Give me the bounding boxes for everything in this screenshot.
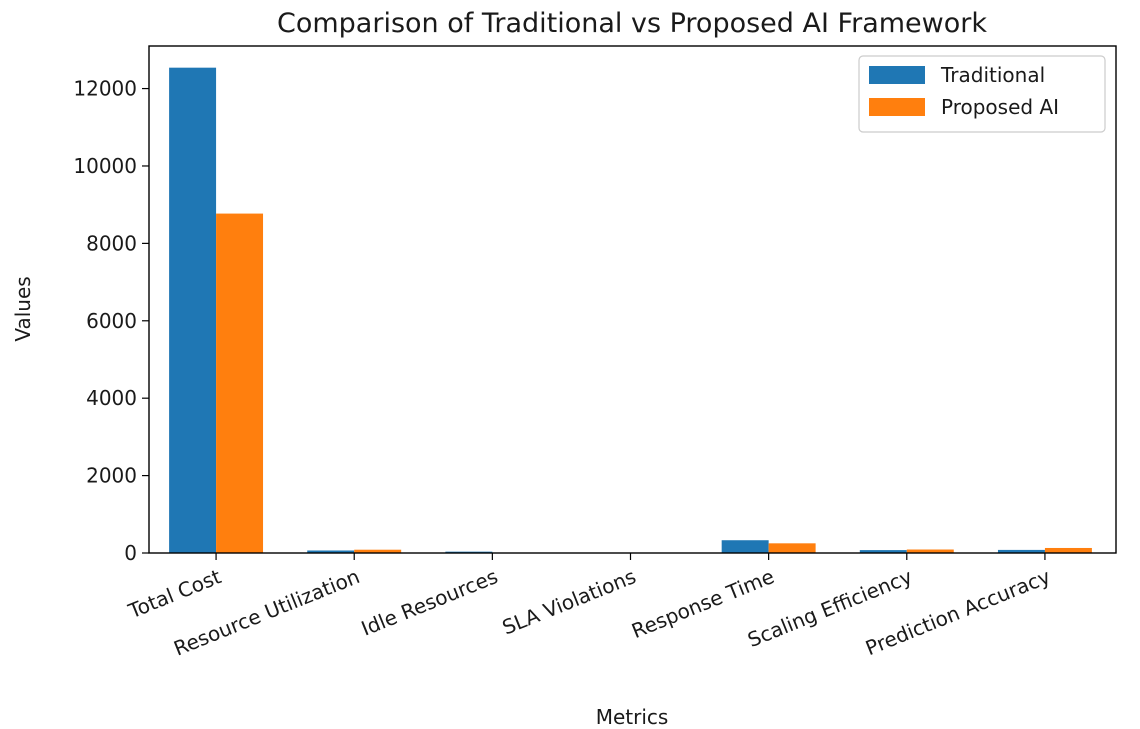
bar-traditional (859, 550, 907, 553)
x-tick-label: Total Cost (124, 564, 224, 623)
x-tick-label: Idle Resources (358, 564, 501, 641)
legend-label: Proposed AI (941, 95, 1059, 119)
y-tick-label: 10000 (73, 154, 137, 178)
y-axis-ticks: 0 2000 4000 6000 8000 10000 12000 (73, 77, 149, 565)
bar-proposed-ai (768, 543, 816, 553)
x-tick-label: SLA Violations (499, 564, 640, 639)
bar-traditional (169, 67, 217, 553)
plot-frame (148, 45, 1117, 554)
bar-traditional (721, 540, 769, 553)
legend: Traditional Proposed AI (858, 55, 1106, 133)
legend-swatch (869, 98, 925, 116)
bar-proposed-ai (1044, 547, 1092, 553)
y-tick-label: 0 (124, 541, 137, 565)
y-tick-label: 12000 (73, 77, 137, 101)
y-tick-label: 4000 (86, 386, 137, 410)
chart-title: Comparison of Traditional vs Proposed AI… (277, 8, 987, 39)
y-tick-label: 8000 (86, 231, 137, 255)
legend-label: Traditional (940, 63, 1045, 87)
bar-proposed-ai (906, 549, 954, 553)
bar-traditional (997, 549, 1045, 553)
bar-proposed-ai (354, 549, 402, 553)
legend-swatch (869, 66, 925, 84)
y-tick-label: 2000 (86, 464, 137, 488)
bars-group (169, 67, 1092, 554)
x-axis-label: Metrics (596, 705, 669, 729)
y-axis-label: Values (11, 276, 35, 341)
bar-proposed-ai (216, 213, 264, 553)
bar-traditional (307, 550, 355, 553)
y-tick-label: 6000 (86, 309, 137, 333)
